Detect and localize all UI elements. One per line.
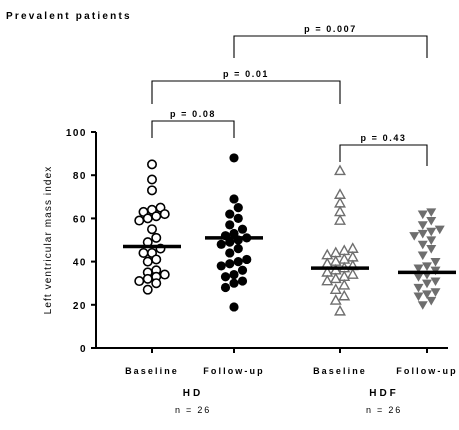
y-tick-label: 100 bbox=[66, 128, 87, 139]
p-value-label: p = 0.43 bbox=[360, 133, 406, 143]
data-point bbox=[338, 278, 351, 290]
data-point bbox=[430, 258, 441, 267]
data-point bbox=[422, 279, 432, 289]
data-point bbox=[134, 215, 145, 226]
p-value-label: p = 0.007 bbox=[304, 24, 357, 34]
p-value-label: p = 0.01 bbox=[223, 69, 269, 79]
data-point bbox=[426, 296, 437, 306]
data-point bbox=[233, 257, 243, 267]
y-tick-label: 60 bbox=[73, 214, 87, 225]
data-point bbox=[225, 237, 235, 247]
data-point bbox=[142, 256, 153, 267]
data-point bbox=[229, 228, 239, 239]
chart-title: Prevalent patients bbox=[6, 11, 132, 22]
data-point bbox=[417, 229, 428, 239]
data-point bbox=[229, 194, 239, 204]
data-point bbox=[334, 214, 346, 225]
data-point bbox=[142, 284, 153, 295]
y-tick-label: 20 bbox=[73, 301, 87, 312]
data-point bbox=[417, 251, 428, 261]
data-point bbox=[329, 283, 342, 294]
data-point bbox=[434, 225, 445, 235]
data-point bbox=[430, 288, 441, 297]
data-point bbox=[237, 276, 248, 286]
data-point bbox=[417, 210, 428, 220]
group-n-label: n = 26 bbox=[175, 405, 211, 415]
data-point bbox=[134, 276, 145, 287]
data-point bbox=[426, 216, 437, 226]
data-point bbox=[426, 208, 437, 217]
data-point bbox=[422, 290, 432, 299]
data-point bbox=[142, 273, 153, 284]
data-point bbox=[417, 240, 428, 250]
data-point bbox=[159, 209, 170, 220]
significance-bracket bbox=[151, 120, 235, 138]
data-point bbox=[409, 232, 420, 241]
category-label: Follow-up bbox=[203, 366, 264, 376]
y-tick-label: 0 bbox=[80, 344, 87, 355]
category-label: Baseline bbox=[313, 366, 367, 376]
data-point bbox=[147, 159, 158, 170]
data-point bbox=[430, 277, 441, 287]
y-tick-label: 80 bbox=[73, 171, 87, 182]
data-point bbox=[220, 282, 231, 293]
data-point bbox=[225, 209, 235, 219]
data-point bbox=[147, 174, 158, 185]
category-label: Baseline bbox=[125, 366, 179, 376]
data-point bbox=[413, 273, 424, 282]
data-point bbox=[147, 224, 158, 235]
data-point bbox=[225, 220, 235, 230]
significance-bracket bbox=[151, 80, 341, 104]
data-point bbox=[151, 278, 162, 289]
data-point bbox=[229, 269, 239, 280]
data-point bbox=[329, 294, 342, 305]
data-point bbox=[417, 301, 428, 310]
data-point bbox=[142, 213, 153, 224]
data-point bbox=[233, 213, 243, 223]
data-point bbox=[229, 278, 239, 288]
data-point bbox=[426, 227, 437, 237]
data-point bbox=[334, 304, 346, 316]
data-point bbox=[159, 269, 170, 280]
category-label: Follow-up bbox=[396, 366, 457, 376]
data-point bbox=[147, 185, 158, 196]
data-point bbox=[334, 164, 346, 176]
data-point bbox=[225, 259, 235, 269]
data-point bbox=[229, 153, 239, 163]
group-n-label: n = 26 bbox=[366, 405, 402, 415]
group-label: HD bbox=[183, 388, 203, 399]
group-label: HDF bbox=[369, 388, 399, 399]
y-axis-label: Left ventricular mass index bbox=[43, 166, 54, 315]
data-point bbox=[321, 274, 334, 286]
data-point bbox=[413, 283, 424, 293]
data-point bbox=[151, 254, 162, 265]
data-point bbox=[329, 272, 342, 284]
data-point bbox=[216, 239, 226, 249]
data-point bbox=[138, 247, 149, 258]
data-point bbox=[151, 211, 162, 222]
data-point bbox=[233, 244, 243, 254]
data-point bbox=[237, 224, 248, 234]
data-point bbox=[346, 268, 359, 279]
y-tick-label: 40 bbox=[73, 258, 87, 269]
data-point bbox=[422, 262, 432, 271]
data-point bbox=[413, 264, 424, 274]
data-point bbox=[237, 265, 248, 275]
data-point bbox=[413, 292, 424, 302]
data-point bbox=[225, 248, 235, 258]
data-point bbox=[338, 289, 351, 301]
significance-bracket bbox=[233, 35, 428, 58]
p-value-label: p = 0.08 bbox=[170, 109, 216, 119]
data-point bbox=[426, 245, 437, 254]
data-point bbox=[233, 203, 243, 213]
data-point bbox=[242, 254, 252, 265]
data-point bbox=[220, 272, 231, 282]
data-point bbox=[229, 302, 239, 312]
data-point bbox=[417, 221, 428, 230]
data-point bbox=[151, 232, 162, 243]
data-point bbox=[426, 236, 437, 245]
significance-bracket bbox=[339, 144, 428, 166]
data-point bbox=[216, 261, 226, 271]
